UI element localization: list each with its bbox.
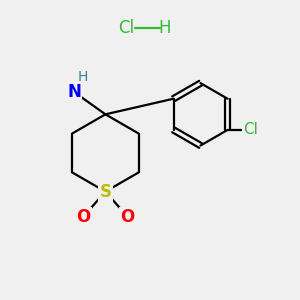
Text: S: S bbox=[99, 183, 111, 201]
Text: O: O bbox=[76, 208, 90, 226]
Text: O: O bbox=[121, 208, 135, 226]
Text: N: N bbox=[67, 83, 81, 101]
Text: Cl: Cl bbox=[118, 19, 134, 37]
Text: Cl: Cl bbox=[243, 122, 258, 137]
Text: H: H bbox=[159, 19, 171, 37]
Text: H: H bbox=[77, 70, 88, 84]
